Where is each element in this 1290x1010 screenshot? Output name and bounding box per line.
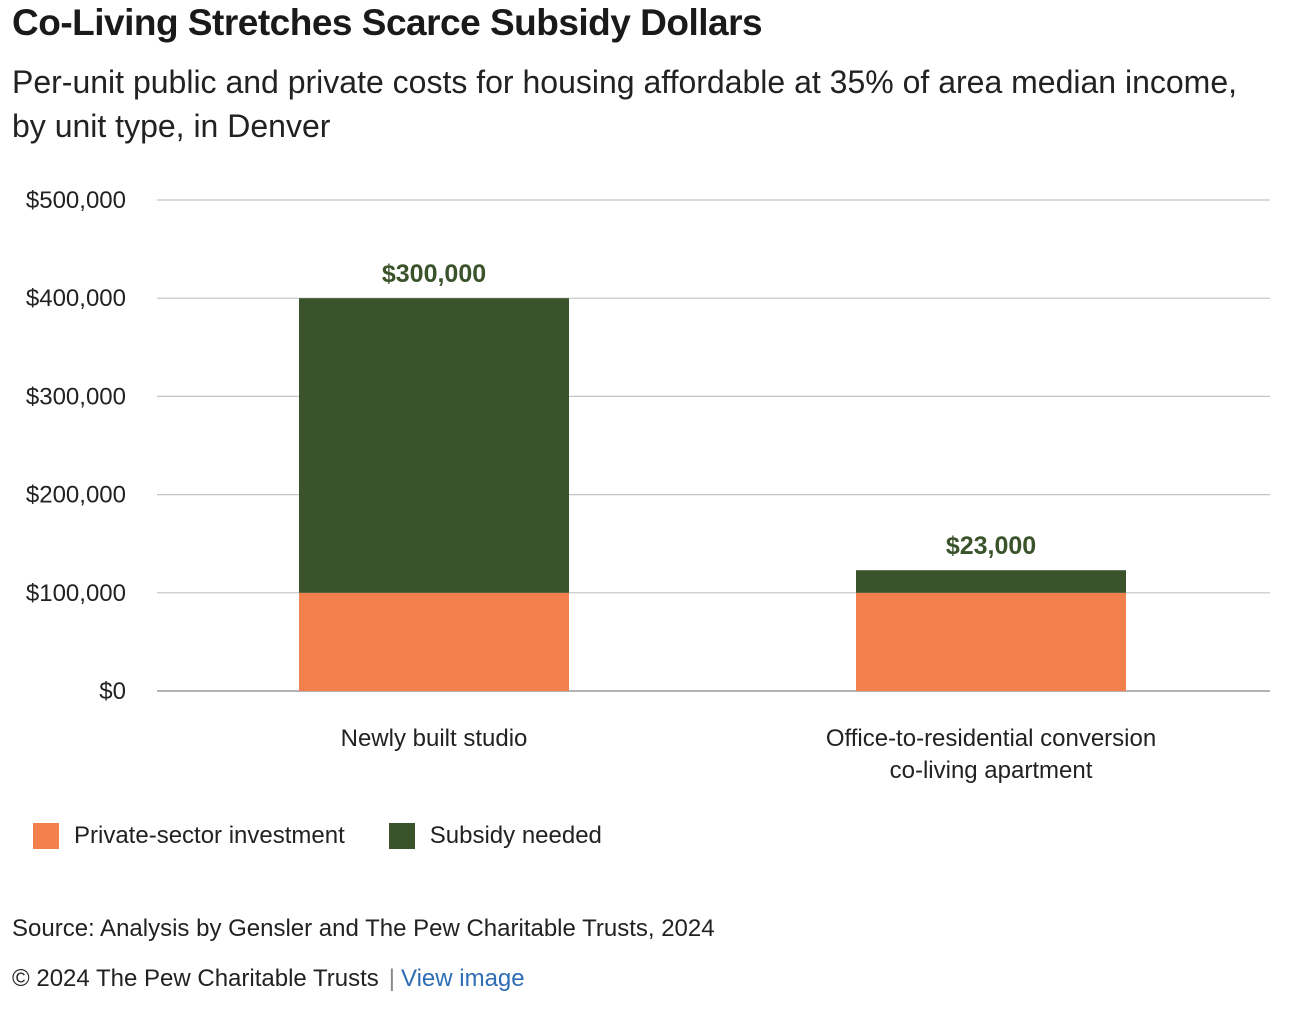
y-tick-label: $500,000 — [26, 187, 126, 214]
y-tick-label: $400,000 — [26, 285, 126, 312]
legend-swatch-private — [33, 823, 59, 849]
legend-item-private: Private-sector investment — [33, 822, 345, 850]
chart-legend: Private-sector investment Subsidy needed — [33, 822, 646, 850]
x-tick-label: Newly built studio — [341, 725, 528, 752]
y-tick-label: $0 — [99, 678, 126, 705]
x-tick-label-line: Office-to-residential conversion — [826, 725, 1156, 752]
x-tick-label-line: co-living apartment — [890, 757, 1093, 784]
legend-label-private: Private-sector investment — [74, 822, 345, 849]
legend-item-subsidy: Subsidy needed — [388, 822, 602, 850]
y-tick-label: $300,000 — [26, 383, 126, 410]
bar-segment-private — [299, 592, 569, 691]
legend-label-subsidy: Subsidy needed — [429, 822, 602, 849]
bar-segment-subsidy — [856, 570, 1126, 593]
legend-swatch-subsidy — [388, 823, 415, 849]
view-image-link[interactable]: View image — [401, 965, 525, 992]
source-note: Source: Analysis by Gensler and The Pew … — [12, 915, 715, 942]
data-label: $300,000 — [382, 260, 486, 288]
chart-title: Co-Living Stretches Scarce Subsidy Dolla… — [12, 2, 763, 43]
chart-subtitle: Per-unit public and private costs for ho… — [12, 64, 1238, 144]
stacked-bar-chart: $0 $100,000 $200,000 $300,000 $400,000 $500,0… — [26, 187, 1270, 784]
bar-segment-private — [856, 592, 1126, 691]
y-tick-label: $100,000 — [26, 580, 126, 607]
footer: © 2024 The Pew Charitable Trusts | View im… — [12, 965, 525, 993]
x-tick-label-line: Newly built studio — [341, 725, 528, 752]
data-label: $23,000 — [946, 532, 1036, 560]
x-tick-label: Office-to-residential conversion co-livin… — [826, 725, 1156, 784]
footer-separator: | — [388, 965, 395, 992]
y-tick-label: $200,000 — [26, 482, 126, 509]
copyright-text: © 2024 The Pew Charitable Trusts — [12, 965, 379, 992]
bar-segment-subsidy — [299, 298, 569, 593]
